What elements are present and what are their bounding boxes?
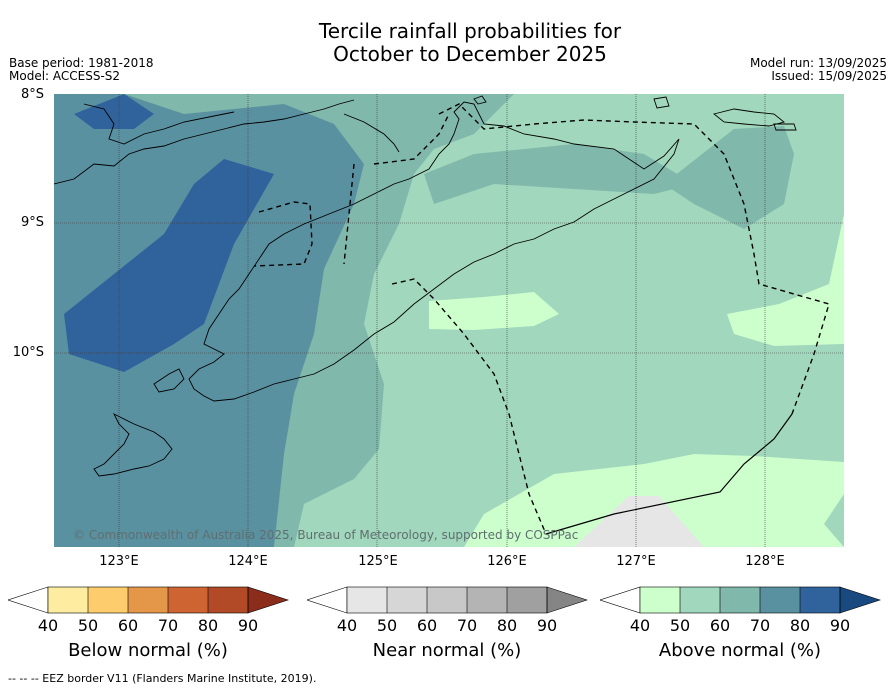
colorbar-below-normal (8, 586, 289, 614)
model-name: Model: ACCESS-S2 (9, 69, 121, 83)
tick: 90 (829, 616, 851, 635)
tick: 50 (77, 616, 99, 635)
run-info: Model run: 13/09/2025 Issued: 15/09/2025 (750, 57, 887, 83)
lat-label-9s: 9°S (20, 215, 44, 230)
lon-label-124e: 124°E (228, 554, 268, 569)
colorbar-title-below: Below normal (%) (68, 640, 228, 661)
lon-label-127e: 127°E (616, 554, 656, 569)
tick: 70 (157, 616, 179, 635)
coastlines (54, 95, 797, 477)
zone-above-80-90-north (74, 94, 154, 129)
lon-label-126e: 126°E (487, 554, 527, 569)
zone-above-60-70-north (424, 144, 694, 204)
zone-above-70-80 (54, 94, 364, 547)
tick: 40 (629, 616, 651, 635)
lon-label-128e: 128°E (745, 554, 785, 569)
tick: 70 (456, 616, 478, 635)
eez-legend-note: -- -- -- EEZ border V11 (Flanders Marine… (8, 672, 317, 685)
issued-date: Issued: 15/09/2025 (771, 69, 887, 83)
tick: 60 (416, 616, 438, 635)
lat-label-10s: 10°S (12, 345, 44, 360)
eez-border (253, 103, 830, 535)
tick: 50 (669, 616, 691, 635)
zone-near-40-50 (574, 496, 704, 547)
lat-label-8s: 8°S (20, 87, 44, 102)
lon-label-125e: 125°E (358, 554, 398, 569)
colorbar-near-normal (307, 586, 588, 614)
tick: 60 (709, 616, 731, 635)
tick: 50 (376, 616, 398, 635)
colorbar-title-above: Above normal (%) (658, 640, 822, 661)
tick: 90 (237, 616, 259, 635)
map-title: Tercile rainfall probabilities for Octob… (0, 20, 896, 66)
title-line-1: Tercile rainfall probabilities for (318, 19, 622, 43)
map-credit: © Commonwealth of Australia 2025, Bureau… (73, 528, 579, 542)
model-info: Base period: 1981-2018 Model: ACCESS-S2 (9, 57, 154, 83)
zone-above-60-70-ne (664, 126, 794, 229)
eez-border-south (545, 413, 793, 535)
tick: 80 (789, 616, 811, 635)
colorbar-above-normal (600, 586, 881, 614)
probability-map (54, 94, 844, 547)
tick: 80 (496, 616, 518, 635)
tick: 90 (536, 616, 558, 635)
tick: 80 (197, 616, 219, 635)
title-line-2: October to December 2025 (333, 42, 607, 66)
model-run: Model run: 13/09/2025 (749, 56, 887, 70)
tick: 70 (749, 616, 771, 635)
zone-above-80-90 (64, 159, 274, 372)
base-period: Base period: 1981-2018 (9, 56, 154, 70)
tick: 60 (117, 616, 139, 635)
zone-above-40-50-center (429, 292, 559, 330)
tick: 40 (336, 616, 358, 635)
colorbar-title-near: Near normal (%) (372, 640, 522, 661)
tick: 40 (37, 616, 59, 635)
graticule (54, 94, 844, 547)
zone-above-40-50-east (727, 214, 844, 346)
lon-label-123e: 123°E (99, 554, 139, 569)
